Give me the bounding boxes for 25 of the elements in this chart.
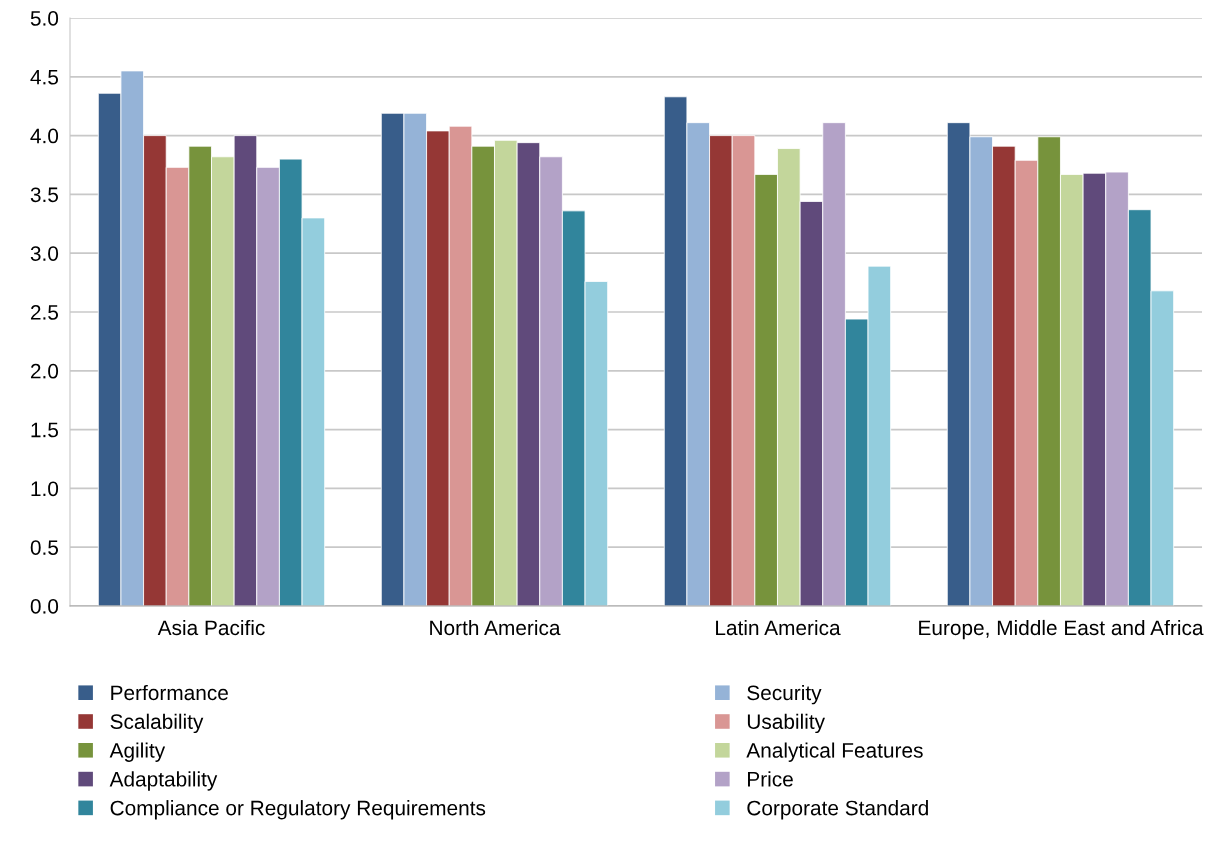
y-tick-label: 3.5 (30, 187, 59, 203)
y-tick-label: 0.0 (30, 599, 59, 614)
legend-label: Performance (111, 684, 228, 701)
y-tick-label: 4.0 (30, 128, 59, 144)
y-tick-label: 5.0 (30, 11, 59, 26)
legend-label: Adaptability (109, 771, 218, 791)
legend-label: Scalability (110, 713, 204, 734)
legend-label: Price (748, 771, 793, 787)
legend-label: Security (747, 684, 822, 705)
x-tick-label: Europe, Middle East and Africa (919, 619, 1204, 640)
y-tick-label: 1.0 (31, 481, 59, 497)
legend-label: Agility (109, 742, 166, 762)
x-tick-label: North America (430, 619, 561, 636)
x-tick-label: Latin America (716, 619, 841, 636)
y-tick-label: 2.5 (30, 305, 59, 320)
y-tick-label: 0.5 (30, 540, 59, 555)
y-tick-label: 3.0 (30, 246, 59, 261)
legend-label: Usability (747, 713, 825, 734)
x-tick-label: Asia Pacific (157, 619, 265, 636)
legend-label: Corporate Standard (747, 800, 928, 820)
legend-label: Analytical Features (746, 742, 923, 762)
y-tick-label: 2.0 (30, 363, 59, 379)
legend-label: Compliance or Regulatory Requirements (110, 800, 486, 820)
y-tick-label: 4.5 (30, 70, 59, 85)
y-tick-label: 1.5 (31, 422, 59, 438)
